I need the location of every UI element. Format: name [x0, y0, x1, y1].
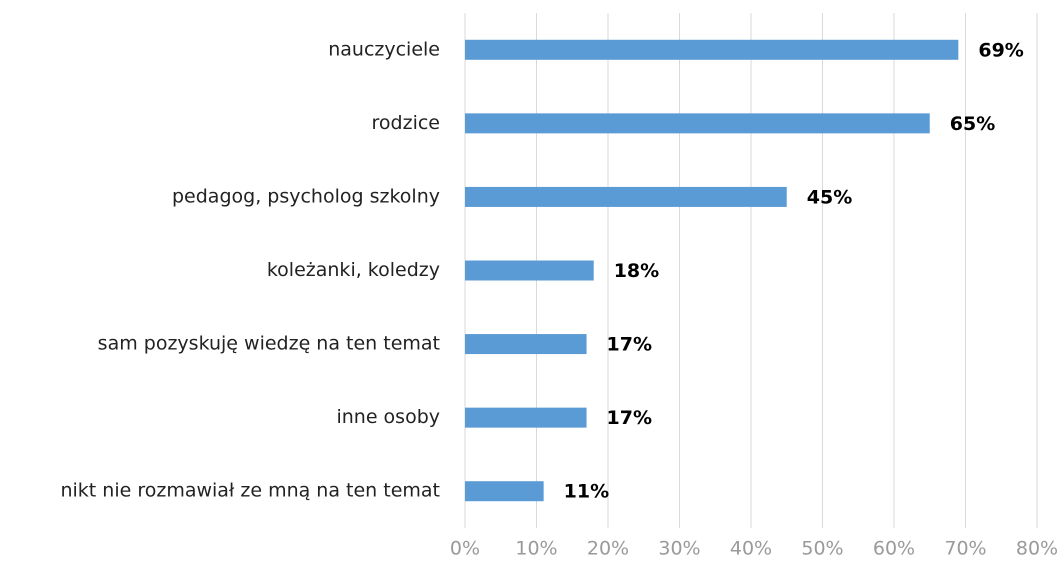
value-label: 17% — [607, 407, 652, 429]
x-tick-label: 80% — [1016, 538, 1058, 560]
bar — [465, 39, 959, 60]
value-label: 69% — [978, 39, 1023, 61]
x-tick-label: 50% — [801, 538, 843, 560]
x-tick-label: 70% — [944, 538, 986, 560]
category-label: sam pozyskuję wiedzę na ten temat — [98, 333, 440, 355]
value-label: 17% — [607, 334, 652, 356]
bar — [465, 407, 587, 428]
bar — [465, 186, 787, 207]
category-label: nauczyciele — [328, 38, 440, 60]
category-label: koleżanki, koledzy — [267, 259, 440, 281]
x-tick-label: 40% — [730, 538, 772, 560]
bar — [465, 113, 930, 134]
bar — [465, 260, 594, 281]
category-label: inne osoby — [336, 406, 440, 428]
value-label: 11% — [564, 481, 609, 503]
category-label: nikt nie rozmawiał ze mną na ten temat — [60, 480, 440, 502]
x-tick-label: 30% — [658, 538, 700, 560]
category-label: pedagog, psycholog szkolny — [172, 185, 440, 207]
value-label: 18% — [614, 260, 659, 282]
bar — [465, 334, 587, 355]
x-tick-label: 10% — [515, 538, 557, 560]
x-tick-label: 20% — [587, 538, 629, 560]
value-label: 65% — [950, 113, 995, 135]
category-label: rodzice — [372, 112, 440, 134]
x-tick-label: 60% — [873, 538, 915, 560]
value-label: 45% — [807, 186, 852, 208]
bar — [465, 481, 544, 502]
x-tick-label: 0% — [450, 538, 480, 560]
